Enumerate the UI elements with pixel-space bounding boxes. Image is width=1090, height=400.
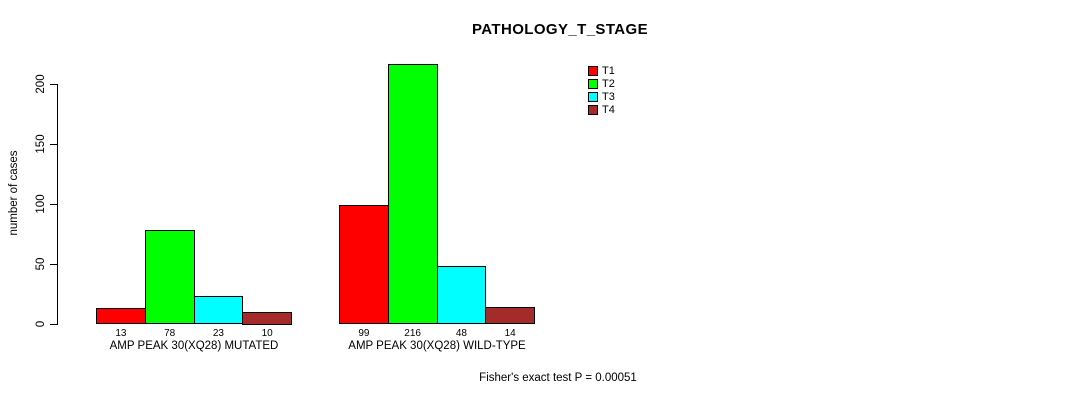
legend-item: T1 <box>588 65 615 77</box>
legend-item: T4 <box>588 104 615 116</box>
legend-item-label: T3 <box>602 90 615 103</box>
bar <box>242 311 292 325</box>
bar-value-label: 14 <box>504 327 516 339</box>
legend-item-label: T2 <box>602 77 615 90</box>
legend-color-swatch <box>588 65 598 76</box>
bar-value-label: 216 <box>404 327 421 339</box>
bar-value-label: 10 <box>261 327 273 339</box>
footer-stat-text: Fisher's exact test P = 0.00051 <box>479 372 637 384</box>
y-axis-tick-label: 50 <box>35 257 47 270</box>
y-axis-tick <box>50 323 57 325</box>
y-axis-tick-label: 100 <box>35 193 47 214</box>
y-axis-line <box>57 83 58 325</box>
legend-item-label: T1 <box>602 64 615 77</box>
bar-value-label: 78 <box>164 327 176 339</box>
legend-color-swatch <box>588 104 598 115</box>
bar-value-label: 99 <box>358 327 370 339</box>
group-label: AMP PEAK 30(XQ28) MUTATED <box>109 340 279 352</box>
legend-item-label: T4 <box>602 103 615 116</box>
y-axis-tick-label: 200 <box>35 73 47 94</box>
y-axis-label: number of cases <box>8 150 20 236</box>
bar <box>96 307 146 325</box>
bar <box>144 229 195 325</box>
bar <box>485 306 535 325</box>
bar-value-label: 23 <box>212 327 224 339</box>
bar <box>436 265 487 325</box>
chart-title: PATHOLOGY_T_STAGE <box>472 21 648 38</box>
bar-value-label: 13 <box>115 327 127 339</box>
group-label: AMP PEAK 30(XQ28) WILD-TYPE <box>348 340 526 352</box>
legend-color-swatch <box>588 91 598 102</box>
y-axis-tick <box>50 143 57 145</box>
y-axis-tick-label: 150 <box>35 133 47 154</box>
legend-item: T3 <box>588 91 615 103</box>
y-axis-tick <box>50 83 57 85</box>
legend-color-swatch <box>588 78 598 89</box>
bar <box>339 204 389 325</box>
y-axis-tick <box>50 203 57 205</box>
legend-item: T2 <box>588 78 615 90</box>
y-axis-tick-label: 0 <box>35 320 47 327</box>
bar <box>387 64 438 325</box>
y-axis-tick <box>50 263 57 265</box>
bar <box>193 295 244 325</box>
bar-value-label: 48 <box>455 327 467 339</box>
